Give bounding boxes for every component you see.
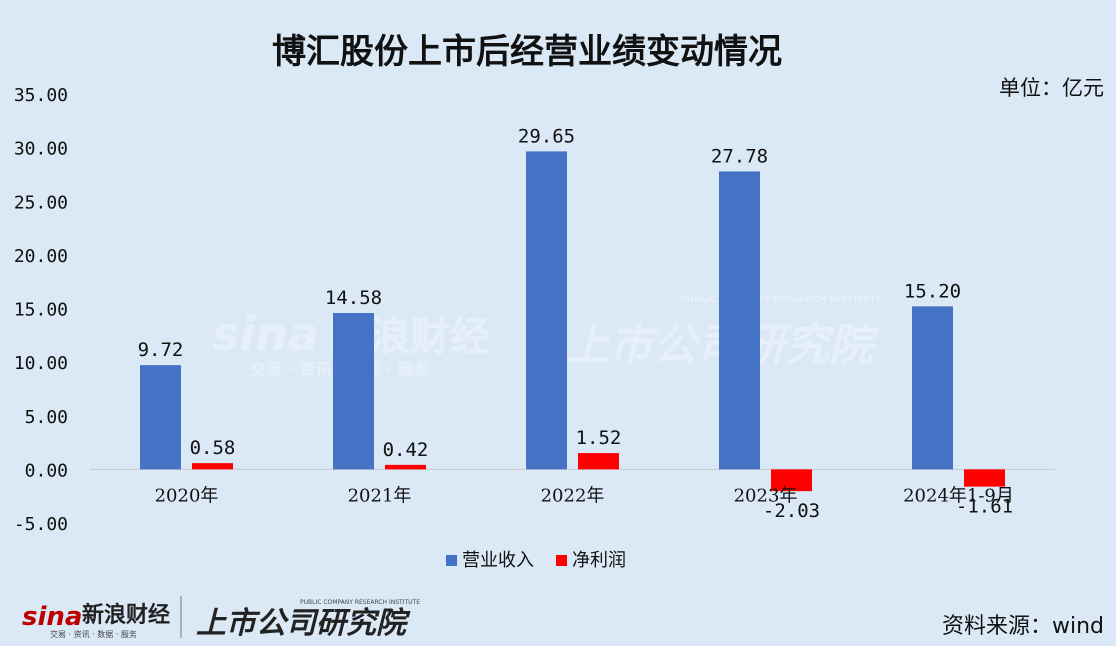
revenue-bar xyxy=(526,151,567,470)
legend-swatch xyxy=(556,555,567,566)
net-profit-bar xyxy=(771,469,812,492)
x-category-label: 2024年1-9月 xyxy=(903,485,1014,506)
x-category-label: 2023年 xyxy=(734,485,798,506)
y-tick-label: 20.00 xyxy=(14,246,68,267)
revenue-data-label: 29.65 xyxy=(518,125,575,147)
net-profit-bar xyxy=(192,463,233,470)
revenue-bar xyxy=(719,171,760,470)
unit-label: 单位：亿元 xyxy=(999,76,1104,100)
footer-branding: sina 新浪财经 交易 · 资讯 · 数据 · 服务 上市公司研究院 PUBL… xyxy=(22,596,420,641)
net-profit-bar xyxy=(578,453,619,470)
x-axis: 2020年 2021年 2022年 2023年 2024年1-9月 xyxy=(155,485,1014,506)
net-profit-bar xyxy=(385,464,426,470)
revenue-data-label: 27.78 xyxy=(711,145,768,167)
legend: 营业收入 净利润 xyxy=(446,550,626,571)
chart-title: 博汇股份上市后经营业绩变动情况 xyxy=(272,32,782,72)
y-axis: 35.00 30.00 25.00 20.00 15.00 10.00 5.00 0.00 -5… xyxy=(14,85,68,535)
y-tick-label: 30.00 xyxy=(14,139,68,160)
net-profit-data-label: -2.03 xyxy=(763,500,820,522)
revenue-bar xyxy=(140,365,181,470)
y-tick-label: 15.00 xyxy=(14,300,68,321)
legend-label: 营业收入 xyxy=(462,550,534,571)
sina-name: 新浪财经 xyxy=(82,602,170,628)
y-tick-label: 35.00 xyxy=(14,85,68,106)
watermark-sina-logo: sina xyxy=(212,307,319,361)
revenue-data-label: 9.72 xyxy=(138,339,184,361)
y-tick-label: 0.00 xyxy=(25,460,68,481)
sina-logo: sina xyxy=(22,602,82,632)
revenue-data-label: 14.58 xyxy=(325,287,382,309)
y-tick-label: 5.00 xyxy=(25,407,68,428)
net-profit-data-label: 0.42 xyxy=(383,439,429,461)
bars: 9.72 0.58 14.58 0.42 29.65 1.52 27.78 -2.03 15.2… xyxy=(138,125,1013,522)
source-label: 资料来源：wind xyxy=(942,614,1104,639)
revenue-bar xyxy=(912,306,953,470)
x-category-label: 2022年 xyxy=(541,485,605,506)
institute-en: PUBLIC COMPANY RESEARCH INSTITUTE xyxy=(300,599,420,606)
institute-name: 上市公司研究院 xyxy=(196,606,411,641)
net-profit-data-label: 1.52 xyxy=(576,427,622,449)
watermark-institute-en: PUBLIC COMPANY RESEARCH INSTITUTE xyxy=(680,295,882,305)
net-profit-bar xyxy=(964,469,1005,487)
legend-label: 净利润 xyxy=(572,550,626,571)
sina-sub: 交易 · 资讯 · 数据 · 服务 xyxy=(50,629,137,639)
revenue-bar xyxy=(333,313,374,470)
y-tick-label: -5.00 xyxy=(14,514,68,535)
revenue-data-label: 15.20 xyxy=(904,280,961,302)
x-category-label: 2020年 xyxy=(155,485,219,506)
y-tick-label: 10.00 xyxy=(14,353,68,374)
legend-swatch xyxy=(446,555,457,566)
y-tick-label: 25.00 xyxy=(14,192,68,213)
net-profit-data-label: 0.58 xyxy=(190,437,236,459)
x-category-label: 2021年 xyxy=(348,485,412,506)
net-profit-data-label: -1.61 xyxy=(956,496,1013,518)
